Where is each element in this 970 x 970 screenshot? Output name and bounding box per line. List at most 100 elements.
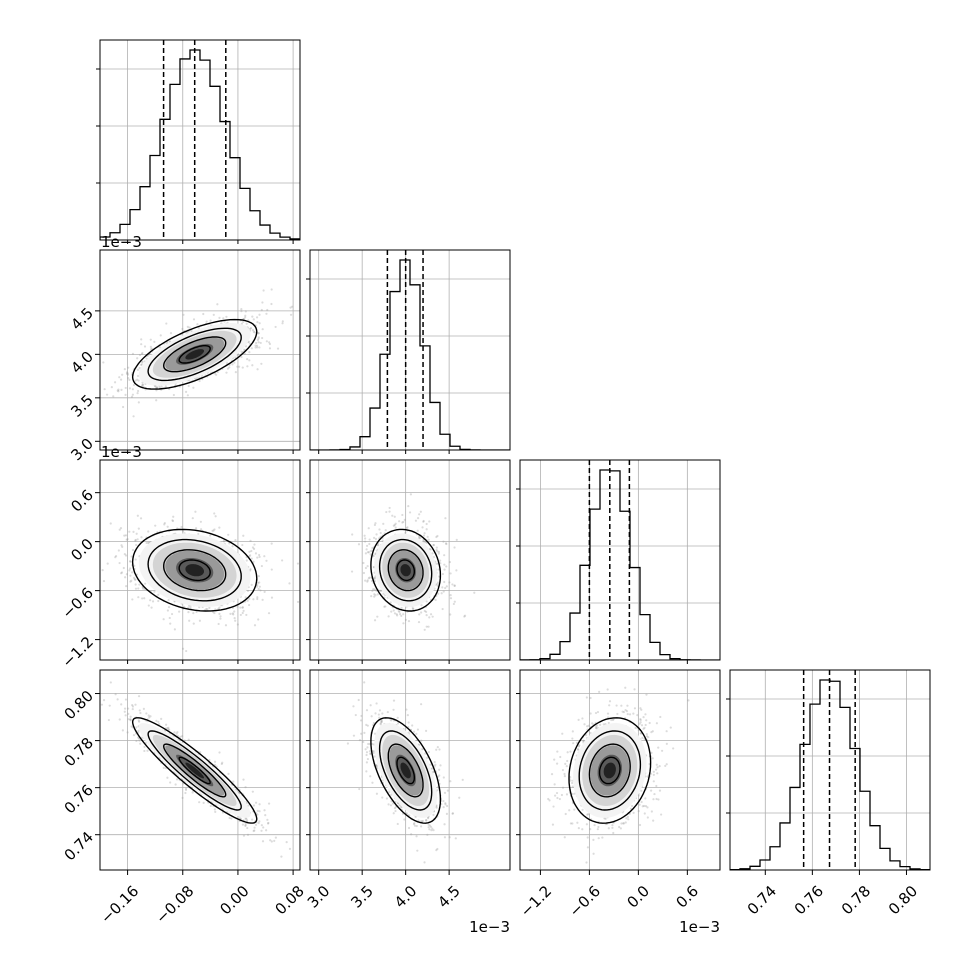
scatter-point: [131, 571, 134, 574]
scatter-point: [385, 510, 388, 514]
scatter-point: [175, 732, 178, 735]
scatter-point: [261, 301, 264, 304]
scatter-point: [436, 550, 439, 553]
scatter-point: [257, 618, 260, 621]
scatter-point: [249, 554, 252, 557]
scatter-point: [136, 514, 139, 517]
scatter-point: [184, 788, 188, 791]
scatter-point: [392, 609, 395, 612]
panel-frame: [99, 249, 301, 451]
scatter-point: [147, 714, 150, 717]
scatter-point: [428, 616, 431, 619]
scatter-point: [149, 348, 153, 351]
scatter-point: [242, 320, 245, 323]
scatter-point: [281, 322, 284, 325]
scatter-point: [124, 534, 128, 537]
scatter-point: [218, 526, 221, 529]
scatter-point: [219, 615, 222, 618]
scatter-point: [416, 529, 419, 532]
scatter-point: [259, 341, 262, 345]
scatter-point: [281, 559, 284, 562]
scatter-point: [149, 715, 152, 718]
scatter-point: [418, 613, 421, 616]
scatter-point: [175, 778, 179, 781]
scatter-point: [136, 392, 139, 395]
scatter-point: [375, 533, 378, 536]
scatter-point: [171, 519, 174, 522]
scatter-point: [246, 833, 250, 836]
scatter-point: [254, 552, 258, 555]
scatter-point: [129, 560, 132, 563]
scatter-point: [373, 576, 376, 580]
scatter-point: [136, 368, 139, 371]
scatter-point: [119, 527, 123, 530]
scatter-point: [209, 804, 212, 808]
scatter-point: [444, 517, 447, 520]
scatter-point: [432, 543, 435, 547]
scatter-point: [270, 302, 273, 306]
scatter-point: [441, 607, 444, 611]
scatter-point: [134, 379, 137, 382]
scatter-point: [125, 585, 128, 588]
scatter-point: [244, 310, 247, 313]
scatter-point: [134, 587, 138, 590]
scatter-point: [257, 337, 260, 340]
scatter-point: [165, 723, 168, 726]
scatter-point: [243, 348, 246, 351]
scatter-point: [390, 610, 393, 613]
scatter-point: [153, 340, 156, 343]
scatter-point: [157, 593, 160, 596]
scatter-point: [205, 320, 208, 323]
scatter-point: [103, 388, 106, 391]
scatter-point: [246, 599, 249, 602]
scatter-point: [429, 548, 432, 551]
scatter-point: [132, 415, 135, 418]
scatter-point: [265, 559, 268, 562]
scatter-point: [384, 529, 387, 532]
scatter-point: [132, 383, 136, 387]
scatter-point: [351, 533, 354, 536]
scatter-point: [444, 586, 447, 590]
scatter-point: [148, 716, 151, 719]
scatter-point: [218, 316, 221, 319]
scatter-point: [242, 534, 245, 537]
scatter-point: [246, 826, 249, 830]
scatter-point: [145, 541, 148, 545]
scatter-point: [127, 707, 130, 710]
scatter-point: [281, 320, 284, 323]
scatter-point: [261, 840, 265, 843]
scatter-point: [372, 536, 376, 539]
scatter-point: [172, 393, 175, 397]
scatter-point: [419, 536, 422, 540]
scatter-point: [188, 326, 191, 329]
contour-line: [131, 717, 258, 824]
scatter-point: [211, 529, 214, 532]
scatter-point: [192, 318, 196, 321]
contour-line: [387, 549, 424, 592]
scatter-point: [100, 703, 104, 706]
scatter-point: [137, 695, 141, 698]
panel-frame: [519, 459, 721, 661]
scatter-point: [222, 540, 225, 543]
scatter-point: [225, 371, 228, 374]
scatter-point: [435, 546, 438, 549]
scatter-point: [443, 554, 446, 557]
scatter-point: [173, 628, 176, 631]
scatter-point: [376, 615, 379, 618]
scatter-point: [264, 814, 267, 817]
scatter-point: [391, 514, 394, 517]
contour-line: [378, 538, 433, 602]
histogram-panel-0: [100, 40, 300, 240]
scatter-point: [393, 612, 397, 615]
scatter-point: [374, 522, 377, 525]
scatter-point: [233, 361, 236, 364]
scatter-point: [421, 526, 424, 529]
scatter-point: [128, 569, 131, 572]
scatter-point: [251, 546, 255, 549]
scatter-point: [364, 537, 367, 540]
scatter-point: [236, 623, 239, 626]
scatter-point: [254, 801, 258, 804]
scatter-point: [250, 557, 253, 560]
scatter-point: [453, 600, 456, 603]
scatter-point: [144, 582, 147, 585]
